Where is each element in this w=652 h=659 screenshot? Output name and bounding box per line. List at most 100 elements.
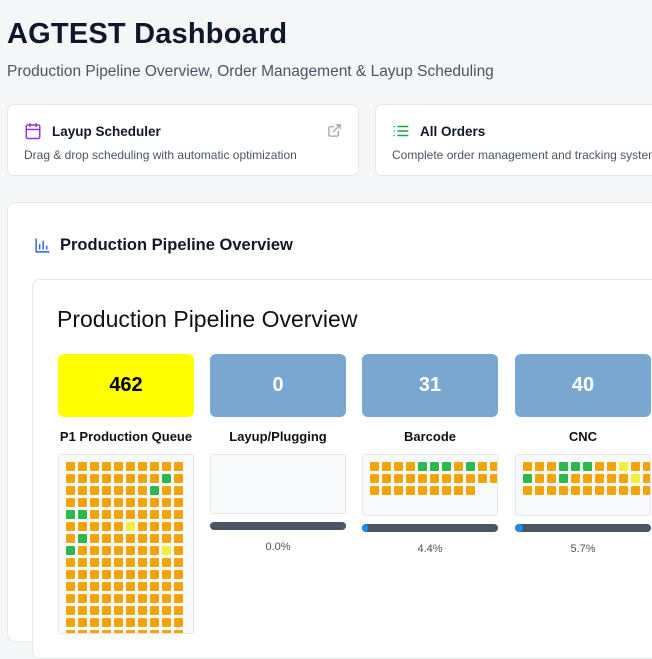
order-cell[interactable] xyxy=(78,630,87,633)
order-cell[interactable] xyxy=(418,462,427,471)
order-cell[interactable] xyxy=(102,498,111,507)
order-cell[interactable] xyxy=(114,522,123,531)
order-cell[interactable] xyxy=(138,630,147,633)
order-cell[interactable] xyxy=(90,582,99,591)
order-cell[interactable] xyxy=(406,462,415,471)
order-cell[interactable] xyxy=(90,570,99,579)
order-cell[interactable] xyxy=(114,606,123,615)
order-cell[interactable] xyxy=(619,474,628,483)
order-cell[interactable] xyxy=(114,546,123,555)
order-cell[interactable] xyxy=(150,498,159,507)
order-cell[interactable] xyxy=(595,474,604,483)
order-cell[interactable] xyxy=(174,498,183,507)
order-cell[interactable] xyxy=(102,570,111,579)
order-cell[interactable] xyxy=(430,462,439,471)
order-cell[interactable] xyxy=(126,498,135,507)
order-cell[interactable] xyxy=(126,618,135,627)
order-cell[interactable] xyxy=(102,510,111,519)
order-cell[interactable] xyxy=(442,474,451,483)
order-cell[interactable] xyxy=(150,546,159,555)
order-cell[interactable] xyxy=(430,486,439,495)
order-cell[interactable] xyxy=(607,462,616,471)
stage-layup-plugging[interactable]: 0 Layup/Plugging 0.0% xyxy=(210,354,346,553)
order-cell[interactable] xyxy=(535,474,544,483)
order-cell[interactable] xyxy=(126,510,135,519)
order-cell[interactable] xyxy=(150,486,159,495)
order-cell[interactable] xyxy=(90,558,99,567)
order-cell[interactable] xyxy=(126,522,135,531)
order-cell[interactable] xyxy=(126,486,135,495)
order-cell[interactable] xyxy=(114,474,123,483)
order-cell[interactable] xyxy=(138,582,147,591)
order-cell[interactable] xyxy=(114,498,123,507)
order-cell[interactable] xyxy=(102,534,111,543)
order-cell[interactable] xyxy=(466,486,475,495)
order-cell[interactable] xyxy=(150,618,159,627)
order-cell[interactable] xyxy=(102,522,111,531)
order-cell[interactable] xyxy=(114,594,123,603)
order-cell[interactable] xyxy=(66,534,75,543)
order-cell[interactable] xyxy=(490,474,497,483)
order-cell[interactable] xyxy=(583,474,592,483)
order-cell[interactable] xyxy=(150,594,159,603)
order-cell[interactable] xyxy=(162,630,171,633)
order-cell[interactable] xyxy=(571,486,580,495)
order-cell[interactable] xyxy=(583,462,592,471)
order-cell[interactable] xyxy=(174,510,183,519)
order-cell[interactable] xyxy=(547,462,556,471)
order-cell[interactable] xyxy=(126,630,135,633)
order-cell[interactable] xyxy=(559,474,568,483)
stage-count-box[interactable]: 462 xyxy=(58,354,194,417)
order-cell[interactable] xyxy=(66,594,75,603)
stage-cnc[interactable]: 40 CNC 5.7% xyxy=(515,354,651,555)
order-cell[interactable] xyxy=(370,462,379,471)
order-cell[interactable] xyxy=(90,618,99,627)
order-cell[interactable] xyxy=(102,558,111,567)
order-cell[interactable] xyxy=(138,546,147,555)
order-cell[interactable] xyxy=(90,486,99,495)
order-cell[interactable] xyxy=(126,546,135,555)
order-cell[interactable] xyxy=(114,630,123,633)
order-cell[interactable] xyxy=(114,510,123,519)
order-cell[interactable] xyxy=(138,606,147,615)
order-cell[interactable] xyxy=(150,582,159,591)
order-cell[interactable] xyxy=(90,594,99,603)
order-cell[interactable] xyxy=(430,474,439,483)
order-cell[interactable] xyxy=(162,546,171,555)
order-cell[interactable] xyxy=(90,462,99,471)
order-cell[interactable] xyxy=(90,606,99,615)
order-cell[interactable] xyxy=(174,570,183,579)
order-cell[interactable] xyxy=(619,486,628,495)
order-cell[interactable] xyxy=(126,594,135,603)
order-cell[interactable] xyxy=(138,594,147,603)
order-cell[interactable] xyxy=(162,498,171,507)
order-cell[interactable] xyxy=(78,498,87,507)
order-cell[interactable] xyxy=(547,474,556,483)
order-cell[interactable] xyxy=(138,618,147,627)
order-cell[interactable] xyxy=(559,486,568,495)
order-cell[interactable] xyxy=(595,486,604,495)
order-cell[interactable] xyxy=(102,606,111,615)
order-cell[interactable] xyxy=(406,486,415,495)
order-cell[interactable] xyxy=(114,462,123,471)
order-cell[interactable] xyxy=(138,570,147,579)
order-cell[interactable] xyxy=(394,474,403,483)
order-cell[interactable] xyxy=(66,630,75,633)
order-cell[interactable] xyxy=(643,462,650,471)
order-cell[interactable] xyxy=(174,630,183,633)
order-cell[interactable] xyxy=(394,486,403,495)
order-cell[interactable] xyxy=(619,462,628,471)
order-cell[interactable] xyxy=(162,570,171,579)
order-cell[interactable] xyxy=(174,534,183,543)
order-cell[interactable] xyxy=(454,486,463,495)
order-cell[interactable] xyxy=(643,486,650,495)
order-cell[interactable] xyxy=(523,474,532,483)
order-cell[interactable] xyxy=(406,474,415,483)
order-cell[interactable] xyxy=(162,606,171,615)
order-cell[interactable] xyxy=(66,606,75,615)
order-cell[interactable] xyxy=(126,534,135,543)
order-cell[interactable] xyxy=(174,558,183,567)
order-cell[interactable] xyxy=(418,474,427,483)
order-cell[interactable] xyxy=(66,558,75,567)
order-cell[interactable] xyxy=(78,570,87,579)
